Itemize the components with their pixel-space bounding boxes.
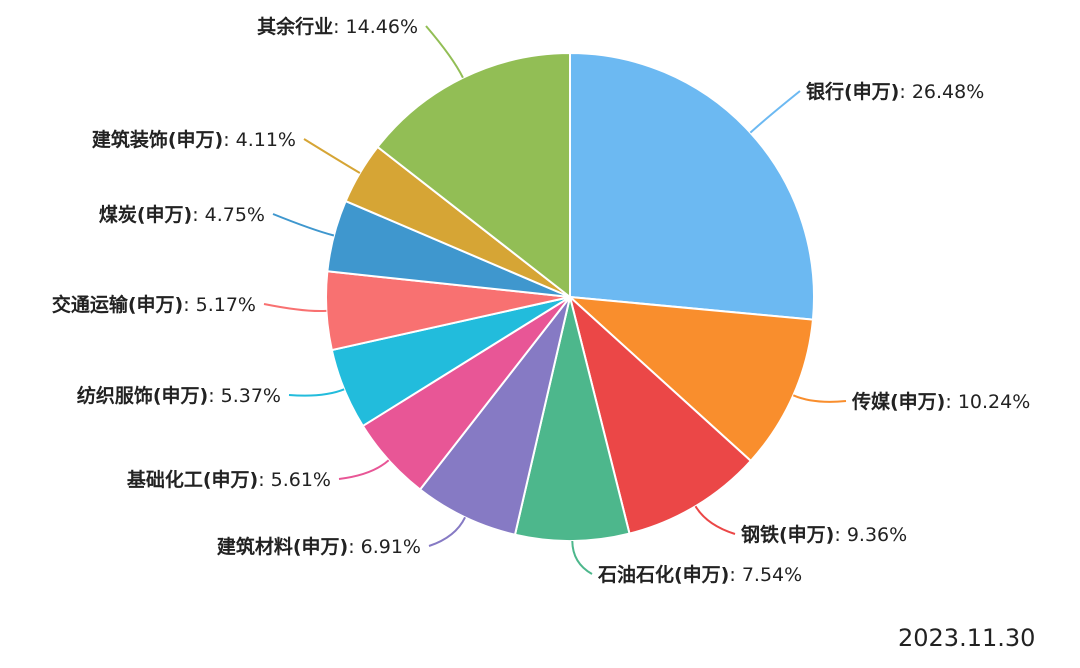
leader-line (694, 505, 736, 535)
slice-name: 传媒(申万) (851, 390, 945, 413)
slice-value: : 9.36% (834, 524, 907, 546)
leader-line (288, 388, 345, 397)
slice-label: 其余行业: 14.46% (257, 15, 418, 38)
slice-label: 煤炭(申万): 4.75% (99, 203, 265, 226)
slice-value: : 7.54% (729, 564, 802, 586)
leader-line (338, 459, 390, 480)
slice-name: 石油石化(申万) (597, 563, 729, 586)
slice-value: : 5.17% (183, 294, 256, 316)
slice-name: 钢铁(申万) (741, 523, 834, 546)
pie-slice (569, 51, 815, 321)
leader-line (263, 303, 327, 313)
slice-value: : 4.75% (192, 204, 265, 226)
leader-line (303, 138, 361, 174)
pie-slice (418, 296, 571, 536)
slice-value: : 14.46% (333, 16, 418, 38)
slice-label: 建筑装饰(申万): 4.11% (92, 128, 296, 151)
pie-slice (567, 295, 815, 463)
slice-label: 基础化工(申万): 5.61% (126, 468, 331, 491)
slice-value: : 26.48% (899, 81, 984, 103)
slice-name: 银行(申万) (806, 80, 899, 103)
slice-name: 煤炭(申万) (99, 203, 192, 226)
slice-label: 银行(申万): 26.48% (806, 80, 984, 103)
leader-line (272, 213, 335, 237)
slice-name: 建筑装饰(申万) (92, 128, 223, 151)
date-label: 2023.11.30 (898, 624, 1036, 652)
leader-line (792, 394, 847, 403)
slice-name: 其余行业 (257, 15, 333, 38)
slice-value: : 10.24% (945, 391, 1030, 413)
slice-label: 交通运输(申万): 5.17% (52, 293, 256, 316)
leader-line (428, 516, 466, 547)
slice-label: 石油石化(申万): 7.54% (597, 563, 802, 586)
slice-value: : 4.11% (223, 129, 296, 151)
slice-label: 钢铁(申万): 9.36% (741, 523, 907, 546)
leader-line (571, 540, 593, 575)
slice-name: 交通运输(申万) (52, 293, 183, 316)
slice-label: 纺织服饰(申万): 5.37% (77, 384, 281, 407)
pie-slice (513, 296, 631, 542)
slice-value: : 5.61% (258, 469, 331, 491)
leader-line (425, 25, 464, 79)
slice-label: 传媒(申万): 10.24% (851, 390, 1030, 413)
pie-slice (376, 51, 571, 300)
slice-label: 建筑材料(申万): 6.91% (217, 535, 421, 558)
slice-name: 基础化工(申万) (126, 468, 258, 491)
slice-value: : 5.37% (208, 385, 281, 407)
slice-name: 纺织服饰(申万) (77, 384, 208, 407)
slice-value: : 6.91% (348, 536, 421, 558)
leader-line (749, 90, 801, 134)
slice-name: 建筑材料(申万) (217, 535, 348, 558)
